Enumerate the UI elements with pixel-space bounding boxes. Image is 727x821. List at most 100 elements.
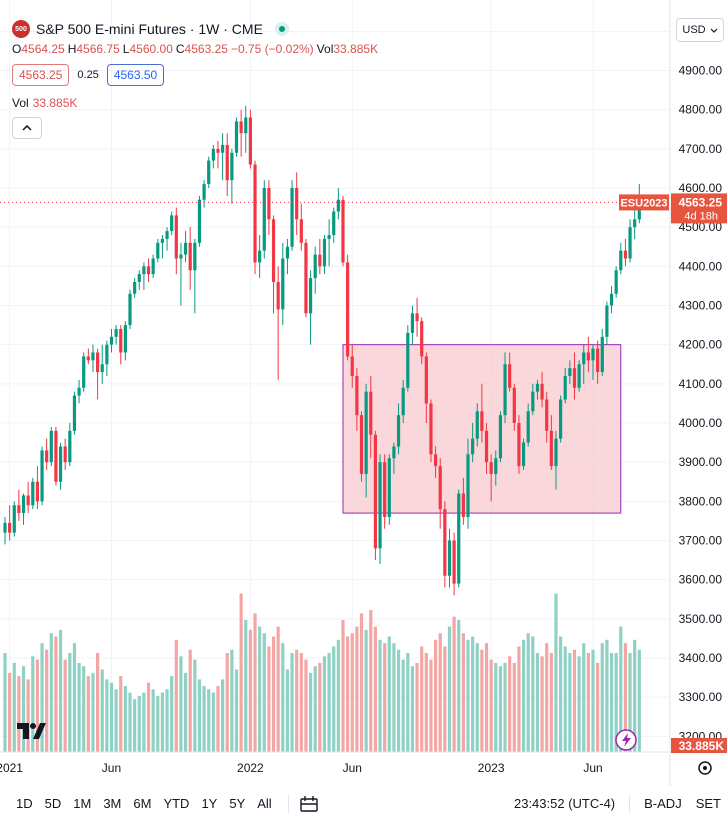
volume-bar [82,666,86,752]
candle [68,423,72,467]
symbol-title[interactable]: S&P 500 E-mini Futures · 1W · CME [36,21,263,37]
price-tick-label: 3800.00 [679,494,723,508]
candle [299,203,303,251]
volume-bar [327,653,331,752]
volume-bar [396,649,401,752]
bottom-right-controls: 23:43:52 (UTC-4) B-ADJ SET [514,786,727,821]
timeframe-button[interactable]: 3M [103,796,122,811]
candle [156,238,160,263]
price-chart[interactable]: 3200.003300.003400.003500.003600.003700.… [0,0,727,786]
candles [3,105,641,596]
volume-bar [244,620,248,752]
candle [225,133,229,196]
candle [429,399,433,463]
candle [109,329,114,353]
volume-bar [183,672,188,752]
price-tick-label: 4800.00 [679,103,723,117]
time-axis[interactable]: 2021 Jun 2022 Jun 2023 Jun [0,761,603,775]
candle [508,352,512,392]
volume-bar [170,676,174,752]
volume-bar [540,656,544,752]
currency-label: USD [682,24,706,36]
date-range-icon[interactable] [299,795,319,813]
volume-bar [109,682,114,752]
candle [332,207,336,243]
volume-bar [248,629,252,752]
volume-bar [3,653,7,752]
sell-button[interactable]: 4563.25 [12,64,70,86]
candle [369,376,373,459]
divider [629,794,631,813]
volume-bar [572,649,577,752]
tradingview-logo[interactable] [17,723,46,739]
candle [142,262,146,290]
timeframe-button[interactable]: 1M [73,796,92,811]
candle [35,466,40,510]
collapse-legend-button[interactable] [12,117,42,139]
volume-bar [609,653,614,752]
volume-bar [438,633,442,752]
candle [308,270,313,345]
badj-toggle[interactable]: B-ADJ [644,796,682,811]
volume-bar [521,639,526,752]
volume-bar [230,649,234,752]
volume-bar [96,653,100,752]
gear-icon[interactable] [698,761,712,775]
candle [383,454,387,529]
countdown-text: 4d 18h [684,210,718,222]
volume-bar [258,626,262,752]
trade-buttons: 4563.25 0.25 4563.50 [12,64,165,86]
candle [58,442,63,490]
candle [410,305,415,345]
clock[interactable]: 23:43:52 (UTC-4) [513,796,616,811]
candle [563,368,567,404]
currency-selector[interactable]: USD [676,18,724,42]
candle [234,117,239,157]
candle [373,430,377,561]
volume-bar [45,649,49,752]
volume-bar [549,653,553,752]
buy-button[interactable]: 4563.50 [106,64,165,86]
candle [619,242,623,275]
candle [3,517,7,545]
ohlc-value: 4560.00 [129,42,173,56]
volume-bar [174,639,178,752]
candle [415,297,419,337]
candle [146,258,151,282]
candle [420,317,424,365]
candle [466,438,470,529]
timeframe-button[interactable]: 6M [133,796,152,811]
candle [475,403,479,447]
timeframe-button[interactable]: 1Y [201,796,218,811]
volume-bar [637,649,641,752]
volume-bar [299,653,303,752]
market-status-icon[interactable] [274,22,289,36]
price-axis[interactable]: 3200.003300.003400.003500.003600.003700.… [679,24,723,743]
ohlc-key: L [122,42,130,56]
candle [512,383,516,431]
timeframe-button[interactable]: All [257,796,272,811]
ohlc-key: Vol [316,42,334,56]
volume-badge: 33.885K [671,738,727,753]
candle [424,352,428,423]
volume-bar [290,653,294,752]
volume-bar [401,659,405,752]
candle [105,340,109,376]
volume-bar [605,639,609,752]
candle [609,285,614,314]
lightning-icon[interactable] [615,729,637,751]
volume-bar [355,626,359,752]
candle [26,481,30,514]
volume-bar [498,666,503,752]
volume-bar [221,679,225,752]
candle [160,235,165,259]
timeframe-button[interactable]: 5D [44,796,62,811]
candle [72,391,77,435]
settlement-toggle[interactable]: SET [695,796,721,811]
timeframe-button[interactable]: 5Y [229,796,246,811]
timeframe-button[interactable]: YTD [163,796,190,811]
candle [401,379,405,423]
candle [521,438,526,470]
symbol-header[interactable]: 500 S&P 500 E-mini Futures · 1W · CME [12,20,289,38]
timeframe-button[interactable]: 1D [16,796,33,811]
